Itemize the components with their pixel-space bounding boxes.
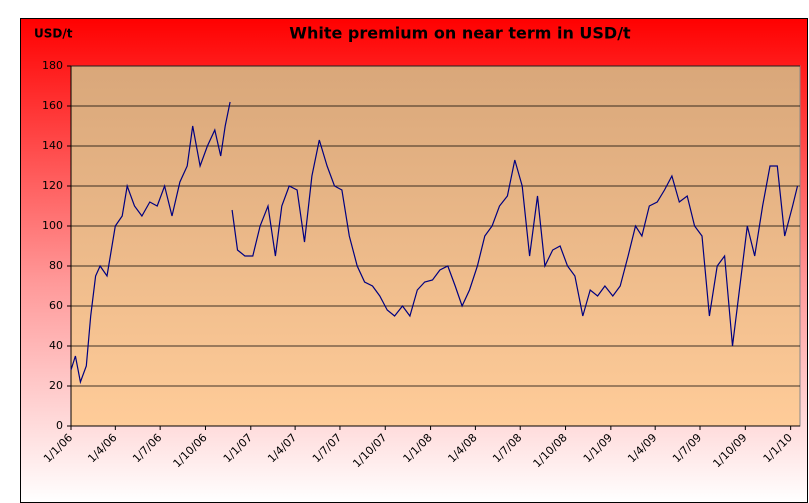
chart-title: White premium on near term in USD/t xyxy=(289,24,631,43)
y-tick-label: 80 xyxy=(49,259,63,272)
plot-area xyxy=(70,65,801,427)
series-line xyxy=(231,139,799,347)
y-axis-label: USD/t xyxy=(34,27,73,41)
y-tick-label: 160 xyxy=(42,99,63,112)
y-tick-label: 100 xyxy=(42,219,63,232)
y-tick-label: 60 xyxy=(49,299,63,312)
y-tick-label: 20 xyxy=(49,379,63,392)
y-tick-label: 140 xyxy=(42,139,63,152)
y-tick-label: 180 xyxy=(42,59,63,72)
y-tick-label: 0 xyxy=(56,419,63,432)
y-tick-label: 40 xyxy=(49,339,63,352)
y-tick-label: 120 xyxy=(42,179,63,192)
series-line xyxy=(70,101,231,385)
